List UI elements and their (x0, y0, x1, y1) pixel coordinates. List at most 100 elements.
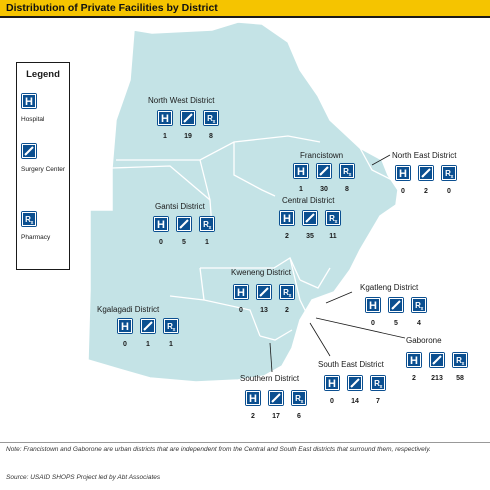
svg-text:R: R (456, 356, 462, 365)
svg-text:x: x (209, 225, 212, 231)
surgery-count: 13 (260, 307, 268, 314)
district-name: South East District (318, 360, 384, 369)
hospital-count: 2 (285, 233, 289, 240)
facility-surgery: 213 (428, 352, 446, 383)
facility-surgery: 30 (315, 163, 333, 194)
hospital-icon: H (21, 93, 37, 109)
surgery-count: 5 (182, 239, 186, 246)
source-note: Source: USAID SHOPS Project led by Abt A… (6, 474, 161, 481)
svg-text:H: H (161, 113, 169, 125)
hospital-count: 0 (401, 188, 405, 195)
hospital-count: 1 (299, 186, 303, 193)
hospital-icon: H (365, 297, 381, 313)
surgery-center-icon (268, 390, 284, 406)
hospital-count: 2 (251, 413, 255, 420)
title-rule (0, 16, 490, 18)
district-borders (111, 135, 393, 341)
pharmacy-count: 8 (345, 186, 349, 193)
svg-text:x: x (421, 306, 424, 312)
surgery-center-icon (176, 216, 192, 232)
svg-text:H: H (410, 355, 418, 367)
legend-label-surgery: Surgery Center (21, 166, 66, 173)
pharmacy-count: 6 (297, 413, 301, 420)
hospital-icon: H (293, 163, 309, 179)
footnote: Note: Francistown and Gaborone are urban… (6, 446, 431, 453)
svg-text:H: H (249, 393, 257, 405)
district-name: Kweneng District (231, 268, 292, 277)
hospital-count: 0 (371, 320, 375, 327)
facility-surgery: 1 (139, 318, 157, 349)
hospital-icon: H (324, 375, 340, 391)
hospital-icon: H (395, 165, 411, 181)
svg-text:H: H (121, 321, 129, 333)
hospital-count: 0 (123, 341, 127, 348)
svg-text:x: x (173, 327, 176, 333)
svg-text:R: R (343, 167, 349, 176)
svg-text:R: R (283, 288, 289, 297)
pharmacy-count: 7 (376, 398, 380, 405)
svg-text:R: R (207, 114, 213, 123)
surgery-center-icon (180, 110, 196, 126)
svg-text:x: x (349, 172, 352, 178)
surgery-center-icon (388, 297, 404, 313)
surgery-count: 5 (394, 320, 398, 327)
pharmacy-count: 4 (417, 320, 421, 327)
facility-surgery: 2 (417, 165, 435, 196)
footer-rule (0, 442, 490, 443)
hospital-count: 0 (330, 398, 334, 405)
svg-text:x: x (289, 293, 292, 299)
svg-text:R: R (329, 214, 335, 223)
surgery-count: 17 (272, 413, 280, 420)
svg-text:R: R (295, 394, 301, 403)
svg-text:x: x (380, 384, 383, 390)
surgery-center-icon (256, 284, 272, 300)
surgery-count: 2 (424, 188, 428, 195)
svg-text:R: R (374, 379, 380, 388)
hospital-icon: H (117, 318, 133, 334)
surgery-count: 14 (351, 398, 359, 405)
surgery-center-icon (347, 375, 363, 391)
district-name: North West District (148, 96, 215, 105)
surgery-center-icon (140, 318, 156, 334)
hospital-icon: H (157, 110, 173, 126)
svg-text:x: x (462, 361, 465, 367)
svg-text:H: H (369, 300, 377, 312)
facility-surgery: 14 (346, 375, 364, 406)
facility-surgery: 17 (267, 390, 285, 421)
pharmacy-count: 2 (285, 307, 289, 314)
svg-text:R: R (25, 215, 31, 224)
svg-text:H: H (283, 213, 291, 225)
hospital-icon: H (406, 352, 422, 368)
svg-text:H: H (328, 378, 336, 390)
surgery-center-icon (418, 165, 434, 181)
svg-text:R: R (203, 220, 209, 229)
pharmacy-count: 1 (169, 341, 173, 348)
surgery-center-icon (21, 143, 37, 159)
